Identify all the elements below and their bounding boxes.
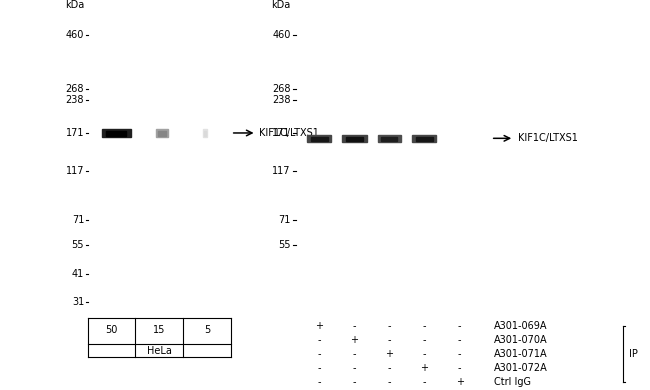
Bar [203, 129, 207, 137]
Bar [158, 131, 166, 136]
Text: -: - [387, 377, 391, 386]
Text: -: - [352, 349, 356, 359]
Text: 238: 238 [66, 95, 84, 105]
Text: +: + [385, 349, 393, 359]
Bar [156, 129, 168, 137]
Text: 55: 55 [72, 240, 84, 250]
Text: 171: 171 [66, 128, 84, 138]
Bar [203, 131, 206, 136]
Bar [102, 129, 131, 137]
Text: -: - [317, 363, 321, 372]
Text: A301-070A: A301-070A [494, 335, 548, 345]
Text: HeLa: HeLa [147, 346, 172, 356]
Text: -: - [317, 349, 321, 359]
Text: +: + [421, 363, 428, 372]
Bar [107, 131, 126, 136]
Text: 268: 268 [272, 83, 291, 94]
Bar [382, 137, 397, 140]
Bar [311, 137, 328, 140]
Text: KIF1C/LTXS1: KIF1C/LTXS1 [518, 133, 578, 143]
Text: 71: 71 [72, 215, 84, 225]
Text: 41: 41 [72, 269, 84, 279]
Text: 31: 31 [72, 297, 84, 307]
Text: 238: 238 [272, 95, 291, 105]
Text: kDa: kDa [272, 0, 291, 10]
Text: 460: 460 [66, 30, 84, 40]
Text: +: + [350, 335, 358, 345]
Text: -: - [422, 377, 426, 386]
Text: -: - [458, 335, 461, 345]
Text: 268: 268 [66, 83, 84, 94]
Text: -: - [458, 363, 461, 372]
Text: kDa: kDa [65, 0, 84, 10]
Text: -: - [352, 363, 356, 372]
Text: A301-069A: A301-069A [494, 321, 548, 331]
Text: 5: 5 [204, 324, 210, 335]
Text: -: - [317, 377, 321, 386]
Text: 171: 171 [272, 128, 291, 138]
Text: -: - [458, 321, 461, 331]
Text: -: - [422, 321, 426, 331]
Bar [413, 135, 436, 142]
Text: -: - [387, 321, 391, 331]
Text: -: - [352, 321, 356, 331]
Bar [346, 137, 363, 140]
Text: -: - [352, 377, 356, 386]
Text: 117: 117 [66, 165, 84, 176]
Text: Ctrl IgG: Ctrl IgG [494, 377, 531, 386]
Bar [342, 135, 367, 142]
Text: -: - [317, 335, 321, 345]
Text: -: - [422, 349, 426, 359]
Text: +: + [315, 321, 323, 331]
Text: -: - [458, 349, 461, 359]
Text: 71: 71 [278, 215, 291, 225]
Bar [307, 135, 331, 142]
Text: 117: 117 [272, 165, 291, 176]
Text: 55: 55 [278, 240, 291, 250]
Text: A301-072A: A301-072A [494, 363, 548, 372]
Text: 460: 460 [272, 30, 291, 40]
Bar [378, 135, 401, 142]
Text: -: - [387, 335, 391, 345]
Text: IP: IP [629, 349, 638, 359]
Text: 50: 50 [105, 324, 118, 335]
Text: -: - [422, 335, 426, 345]
Text: +: + [456, 377, 463, 386]
Text: KIF1C/LTXS1: KIF1C/LTXS1 [259, 128, 319, 138]
Text: 15: 15 [153, 324, 166, 335]
Text: -: - [387, 363, 391, 372]
Text: A301-071A: A301-071A [494, 349, 548, 359]
Bar [416, 137, 433, 140]
